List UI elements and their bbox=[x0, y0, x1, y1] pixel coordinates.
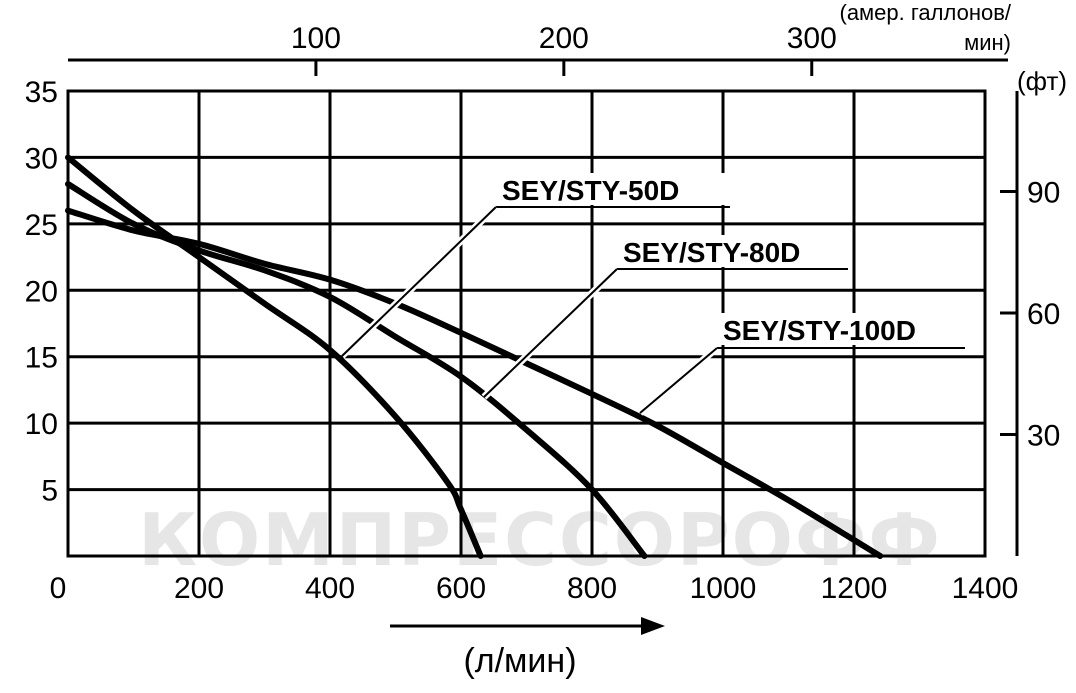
y-tick-label: 30 bbox=[25, 142, 58, 175]
y-tick-label: 15 bbox=[25, 342, 58, 375]
watermark: КОМПРЕССОРОФФ bbox=[138, 498, 942, 582]
x-axis-arrow bbox=[390, 617, 665, 635]
right-axis-unit: (фт) bbox=[1017, 66, 1067, 96]
right-tick-label: 90 bbox=[1027, 177, 1060, 210]
plot-frame bbox=[66, 89, 987, 558]
y-tick-label: 20 bbox=[25, 275, 58, 308]
x-axis-label: (л/мин) bbox=[463, 642, 576, 680]
right-tick-label: 60 bbox=[1027, 298, 1060, 331]
callout-label-bg bbox=[617, 235, 848, 267]
callout-label-bg bbox=[717, 313, 965, 345]
x-tick-label: 1200 bbox=[821, 572, 888, 605]
x-tick-label: 400 bbox=[305, 572, 355, 605]
top-tick-label: 100 bbox=[291, 22, 341, 55]
tick-labels: 0 200 400 600 800 1000 1200 1400 5 10 15 20 25 30 35 30… bbox=[25, 22, 1061, 605]
callout-leader bbox=[639, 347, 718, 414]
callout-leader bbox=[483, 268, 618, 398]
x-tick-label: 1400 bbox=[952, 572, 1019, 605]
right-tick-label: 30 bbox=[1027, 420, 1060, 453]
x-tick-label: 0 bbox=[50, 572, 67, 605]
x-tick-label: 600 bbox=[436, 572, 486, 605]
x-tick-label: 800 bbox=[567, 572, 617, 605]
series-labels: SEY/STY-50D SEY/STY-80D SEY/STY-100D bbox=[339, 173, 965, 416]
callout-label-bg bbox=[496, 173, 730, 205]
y-tick-label: 5 bbox=[41, 475, 58, 508]
callout-leader bbox=[341, 206, 497, 357]
series-100d-curve bbox=[65, 207, 884, 559]
x-tick-label: 1000 bbox=[690, 572, 757, 605]
grid bbox=[66, 58, 1019, 558]
top-tick-label: 300 bbox=[787, 22, 837, 55]
series-50d-curve bbox=[65, 154, 484, 559]
top-tick-label: 200 bbox=[539, 22, 589, 55]
y-tick-label: 35 bbox=[25, 76, 58, 109]
x-tick-label: 200 bbox=[174, 572, 224, 605]
y-tick-label: 10 bbox=[25, 408, 58, 441]
y-tick-label: 25 bbox=[25, 209, 58, 242]
top-axis-unit-line1: (амер. галлонов/ bbox=[840, 0, 1012, 25]
series-label: SEY/STY-50D bbox=[502, 175, 679, 206]
top-axis-unit-line2: мин) bbox=[964, 30, 1011, 55]
series-label: SEY/STY-100D bbox=[723, 315, 916, 346]
series-label: SEY/STY-80D bbox=[623, 237, 800, 268]
